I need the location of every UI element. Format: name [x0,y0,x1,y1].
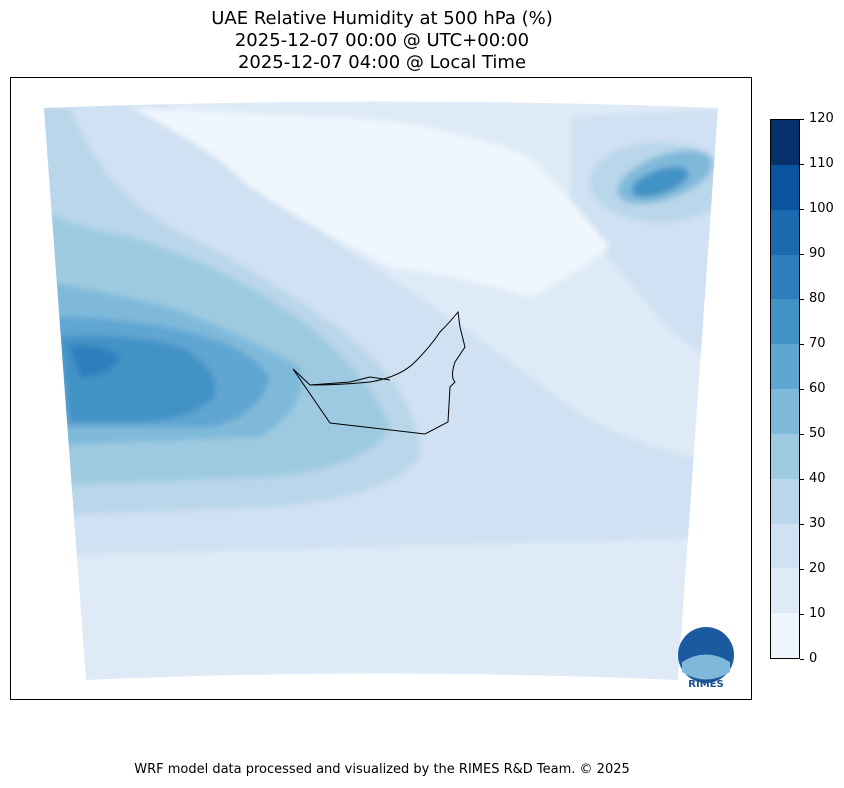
title-line-3: 2025-12-07 04:00 @ Local Time [237,52,527,73]
colorbar-tick-label: 10 [809,606,826,621]
colorbar-tick-label: 20 [809,561,826,576]
colorbar-bin [771,433,799,479]
colorbar-bin [771,209,799,255]
colorbar-tick: 100 [800,201,834,216]
colorbar-tick: 0 [800,651,817,666]
colorbar-tick-label: 60 [809,381,826,396]
rimes-logo-text: RIMES [688,679,723,690]
colorbar-tick: 50 [800,426,826,441]
colorbar-tick-label: 120 [809,111,834,126]
colorbar-tick-label: 40 [809,471,826,486]
colorbar-tick: 40 [800,471,826,486]
colorbar-tick: 90 [800,246,826,261]
level-0-10 [130,107,610,297]
uae-logo-area: RIMES [678,627,734,690]
title-line-1: UAE Relative Humidity at 500 hPa (%) [211,8,553,29]
colorbar-tick-label: 70 [809,336,826,351]
colorbar-tick: 120 [800,111,834,126]
humidity-field [44,101,718,680]
map-frame [10,77,752,700]
colorbar-tick: 110 [800,156,834,171]
colorbar-tick-label: 30 [809,516,826,531]
title-line-2: 2025-12-07 00:00 @ UTC+00:00 [234,30,530,51]
colorbar-bin [771,613,799,658]
footer-credit: WRF model data processed and visualized … [134,762,630,777]
colorbar [770,119,800,659]
level-70-80-ne [631,166,689,198]
colorbar-tick: 70 [800,336,826,351]
colorbar-bin [771,299,799,345]
colorbar-tick-label: 0 [809,651,818,666]
colorbar-bin [771,568,799,614]
colorbar-bin [771,164,799,210]
colorbar-tick-label: 80 [809,291,826,306]
colorbar-tick-label: 100 [809,201,834,216]
colorbar-bin [771,344,799,390]
colorbar-bin [771,523,799,569]
colorbar-tick-label: 110 [809,156,834,171]
colorbar-bin [771,389,799,434]
uae-outline [292,310,466,435]
colorbar-tick: 10 [800,606,826,621]
coastline [309,376,391,386]
colorbar-tick: 80 [800,291,826,306]
colorbar-tick: 60 [800,381,826,396]
humidity-map: RIMES [44,101,734,690]
colorbar-bin [771,478,799,524]
uae-borders [292,310,466,435]
colorbar-tick-label: 50 [809,426,826,441]
colorbar-bin [771,120,799,165]
colorbar-bin [771,254,799,300]
colorbar-tick: 30 [800,516,826,531]
level-80-90 [70,345,120,377]
colorbar-tick: 20 [800,561,826,576]
colorbar-tick-label: 90 [809,246,826,261]
